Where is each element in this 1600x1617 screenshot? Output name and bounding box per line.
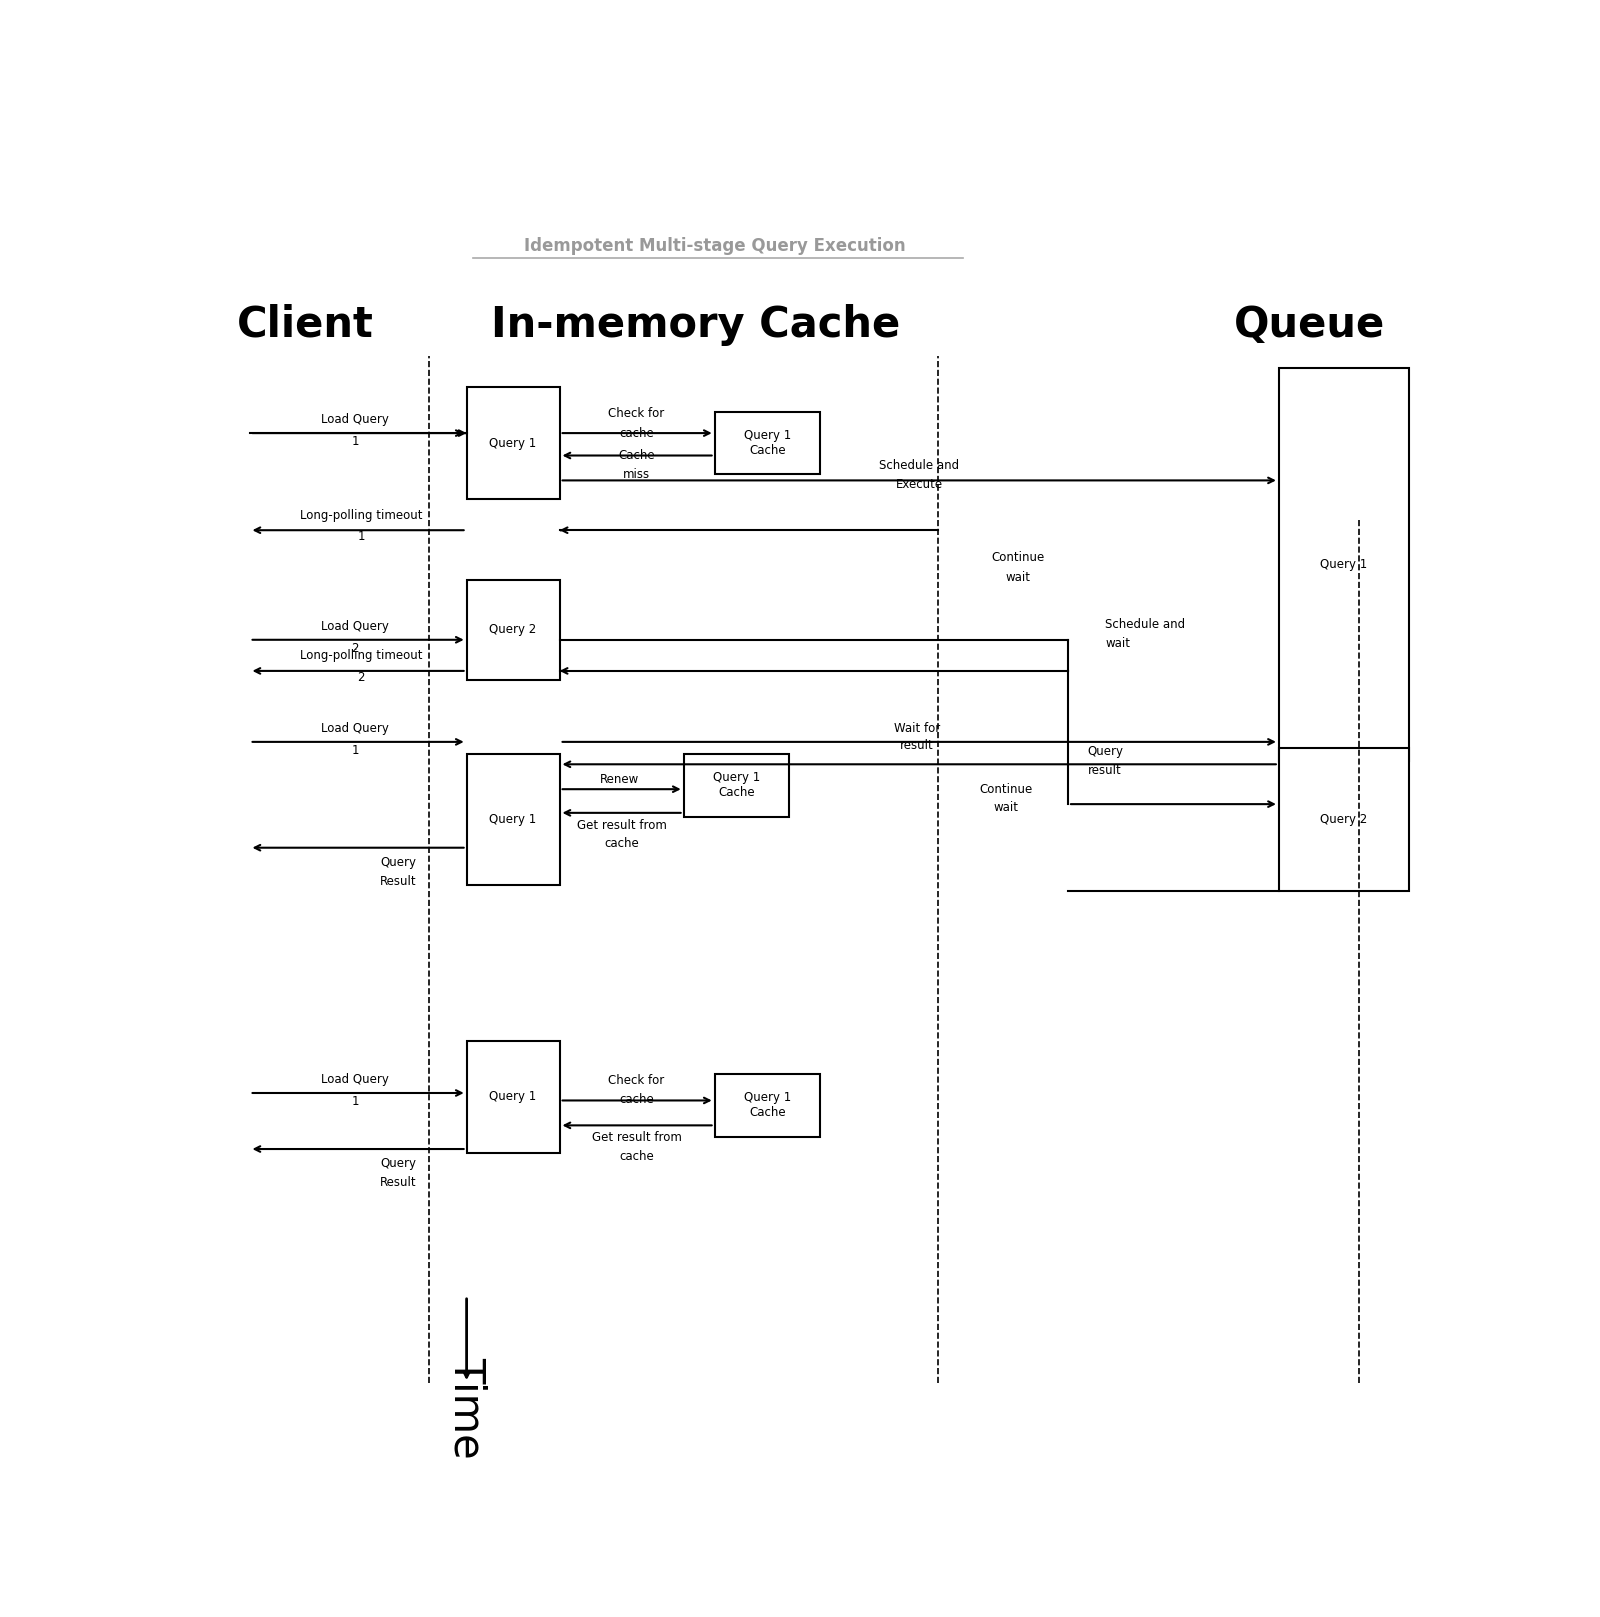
Text: Get result from: Get result from xyxy=(592,1132,682,1145)
Text: Query 2: Query 2 xyxy=(1320,813,1368,826)
FancyBboxPatch shape xyxy=(715,412,819,474)
Text: Query: Query xyxy=(381,1158,416,1171)
Text: cache: cache xyxy=(605,838,638,851)
Text: 2: 2 xyxy=(357,671,365,684)
FancyBboxPatch shape xyxy=(467,581,560,679)
Text: Renew: Renew xyxy=(600,773,638,786)
Text: Long-polling timeout: Long-polling timeout xyxy=(299,509,422,522)
Text: cache: cache xyxy=(619,1093,654,1106)
FancyBboxPatch shape xyxy=(715,1074,819,1137)
Text: Query 1
Cache: Query 1 Cache xyxy=(744,429,790,458)
Text: Continue: Continue xyxy=(979,783,1032,796)
Text: Query 1: Query 1 xyxy=(490,437,536,450)
Text: Schedule and: Schedule and xyxy=(1106,618,1186,631)
Text: 2: 2 xyxy=(352,642,358,655)
Text: Schedule and: Schedule and xyxy=(878,459,960,472)
Text: result: result xyxy=(899,739,933,752)
Text: 1: 1 xyxy=(352,744,358,757)
Text: Continue: Continue xyxy=(992,551,1045,564)
Text: Query: Query xyxy=(381,855,416,870)
Text: Query 2: Query 2 xyxy=(490,623,536,637)
Text: Get result from: Get result from xyxy=(576,818,667,831)
Text: Queue: Queue xyxy=(1234,304,1386,346)
Text: miss: miss xyxy=(622,467,650,480)
Text: Client: Client xyxy=(237,304,374,346)
Text: Load Query: Load Query xyxy=(322,1072,389,1085)
Text: 1: 1 xyxy=(352,435,358,448)
Text: wait: wait xyxy=(994,802,1019,815)
Text: Cache: Cache xyxy=(618,450,654,462)
Text: Check for: Check for xyxy=(608,407,664,420)
FancyBboxPatch shape xyxy=(467,1041,560,1153)
Text: Time: Time xyxy=(445,1357,488,1459)
Text: result: result xyxy=(1088,763,1122,778)
Text: cache: cache xyxy=(619,1150,654,1163)
Text: cache: cache xyxy=(619,427,654,440)
Text: wait: wait xyxy=(1006,571,1030,584)
Text: Check for: Check for xyxy=(608,1074,664,1087)
Text: Load Query: Load Query xyxy=(322,412,389,425)
Text: Long-polling timeout: Long-polling timeout xyxy=(299,650,422,663)
Text: 1: 1 xyxy=(357,530,365,543)
Text: Idempotent Multi-stage Query Execution: Idempotent Multi-stage Query Execution xyxy=(523,238,906,255)
Text: Wait for: Wait for xyxy=(893,721,939,734)
Text: Query 1
Cache: Query 1 Cache xyxy=(744,1091,790,1119)
FancyBboxPatch shape xyxy=(467,386,560,500)
Text: Query: Query xyxy=(1086,745,1123,758)
Text: Result: Result xyxy=(381,875,416,888)
Text: wait: wait xyxy=(1106,637,1130,650)
Text: Load Query: Load Query xyxy=(322,619,389,632)
Text: Query 1
Cache: Query 1 Cache xyxy=(712,771,760,799)
Text: Load Query: Load Query xyxy=(322,721,389,734)
FancyBboxPatch shape xyxy=(467,754,560,884)
Text: Result: Result xyxy=(381,1176,416,1188)
Text: 1: 1 xyxy=(352,1095,358,1108)
Text: Query 1: Query 1 xyxy=(1320,558,1368,571)
FancyBboxPatch shape xyxy=(1278,749,1410,891)
FancyBboxPatch shape xyxy=(683,754,789,817)
Text: Execute: Execute xyxy=(896,477,942,490)
Text: In-memory Cache: In-memory Cache xyxy=(491,304,901,346)
FancyBboxPatch shape xyxy=(1278,369,1410,760)
Text: Query 1: Query 1 xyxy=(490,813,536,826)
Text: Query 1: Query 1 xyxy=(490,1090,536,1103)
